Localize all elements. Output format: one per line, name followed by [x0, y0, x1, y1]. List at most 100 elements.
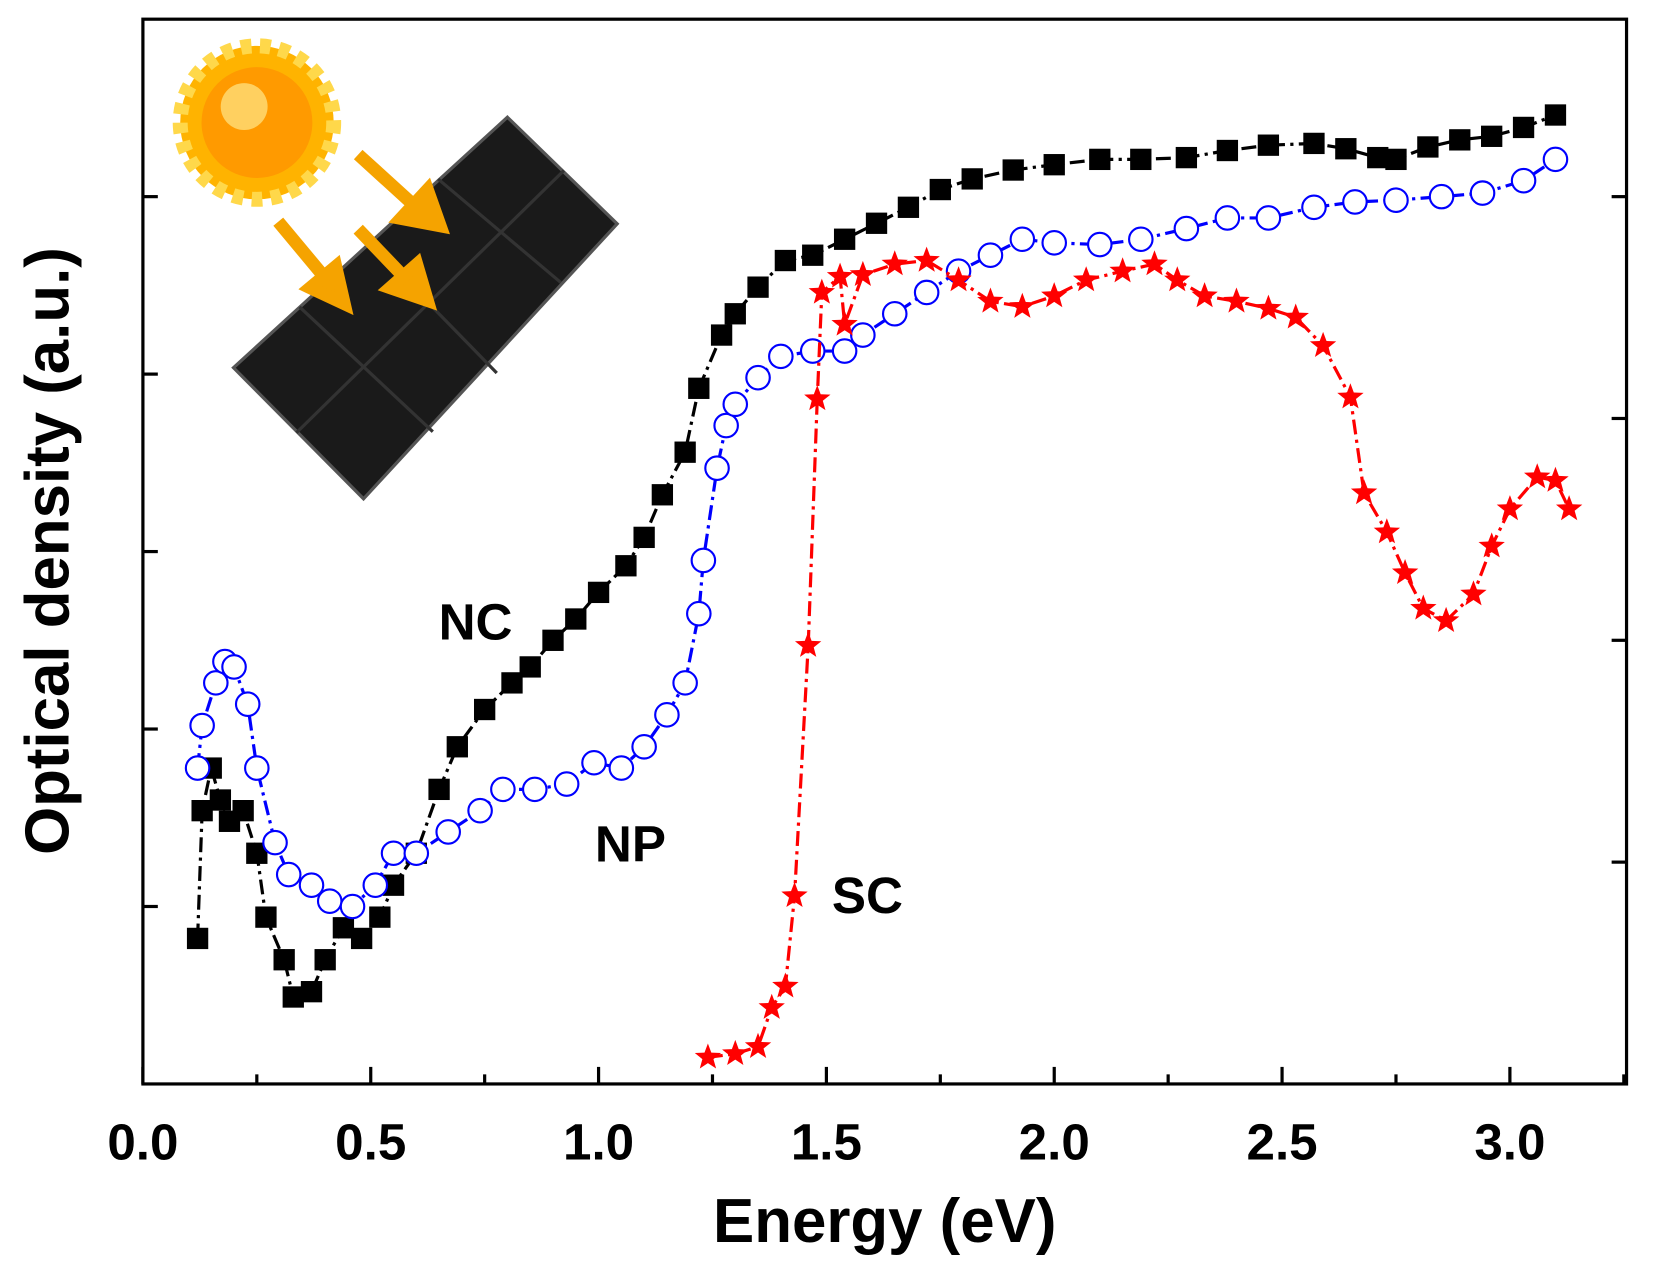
marker [1432, 606, 1460, 633]
marker [473, 698, 496, 721]
marker [654, 702, 680, 728]
marker [831, 338, 858, 364]
marker [881, 300, 908, 327]
marker [262, 829, 288, 856]
marker [849, 260, 876, 286]
marker [255, 906, 277, 928]
marker [339, 893, 366, 920]
marker [1173, 215, 1200, 242]
marker [191, 800, 213, 822]
marker [362, 872, 389, 898]
x-tick-label: 0.5 [335, 1113, 406, 1170]
marker [1223, 287, 1250, 313]
marker [1214, 205, 1241, 231]
marker [435, 819, 461, 845]
marker [897, 196, 920, 218]
marker [1309, 331, 1337, 357]
arrow-head [298, 254, 354, 316]
arrow [353, 224, 411, 284]
marker [1282, 303, 1309, 329]
marker [774, 249, 797, 272]
marker [722, 391, 749, 418]
marker [1512, 116, 1535, 139]
marker [1555, 495, 1583, 521]
panel-line [437, 177, 562, 284]
marker [722, 1039, 749, 1065]
marker [1478, 532, 1505, 558]
marker [1385, 148, 1407, 171]
marker [184, 755, 211, 781]
solar-illustration [172, 38, 620, 502]
marker [745, 364, 771, 391]
marker [221, 654, 247, 680]
marker [808, 278, 836, 304]
marker [686, 600, 712, 627]
marker [1009, 226, 1036, 253]
marker [369, 906, 391, 928]
marker [490, 776, 516, 803]
marker [850, 322, 876, 348]
marker [704, 455, 730, 481]
marker [1216, 139, 1239, 162]
marker [1175, 146, 1198, 169]
marker [1496, 495, 1524, 521]
marker [565, 608, 587, 630]
marker [1542, 146, 1569, 173]
marker [553, 771, 580, 797]
series-line [707, 258, 1571, 1059]
marker [350, 927, 373, 950]
marker [1350, 479, 1378, 505]
marker [826, 262, 854, 288]
marker [1460, 580, 1487, 606]
marker [521, 776, 548, 803]
marker [929, 178, 951, 201]
marker [275, 861, 302, 888]
arrow-head [388, 177, 451, 235]
marker [298, 872, 325, 898]
marker [332, 917, 355, 939]
marker [831, 310, 858, 336]
plot-frame [141, 17, 1629, 1086]
marker [1383, 187, 1409, 213]
marker [1089, 148, 1111, 171]
marker [282, 986, 304, 1008]
marker [961, 168, 983, 190]
marker [244, 755, 270, 781]
marker [186, 927, 209, 950]
marker [913, 279, 940, 306]
marker [1041, 282, 1068, 308]
marker [1337, 383, 1364, 409]
marker [1164, 266, 1191, 292]
marker [977, 242, 1004, 268]
marker [1342, 189, 1368, 215]
marker [446, 736, 468, 758]
marker [1109, 257, 1136, 283]
marker [587, 581, 610, 604]
marker [633, 526, 655, 549]
marker [246, 842, 268, 864]
marker [1128, 226, 1154, 253]
arrows [273, 149, 451, 316]
marker [1130, 148, 1152, 171]
marker [542, 629, 564, 651]
marker [713, 412, 739, 439]
marker [1391, 559, 1419, 585]
marker [1481, 125, 1503, 147]
x-tick-label: 2.0 [1019, 1113, 1090, 1170]
marker [581, 749, 607, 776]
x-tick-label: 3.0 [1474, 1113, 1545, 1170]
marker [1141, 250, 1168, 276]
marker [1002, 159, 1024, 181]
x-tick-label: 1.5 [791, 1113, 862, 1170]
marker [403, 840, 430, 867]
x-tick-label: 1.0 [563, 1113, 634, 1170]
marker [232, 800, 254, 822]
marker [1303, 132, 1325, 155]
marker [794, 631, 822, 657]
marker [428, 778, 450, 801]
marker [316, 888, 343, 914]
marker [608, 755, 635, 781]
marker [945, 266, 972, 292]
marker [380, 840, 407, 867]
